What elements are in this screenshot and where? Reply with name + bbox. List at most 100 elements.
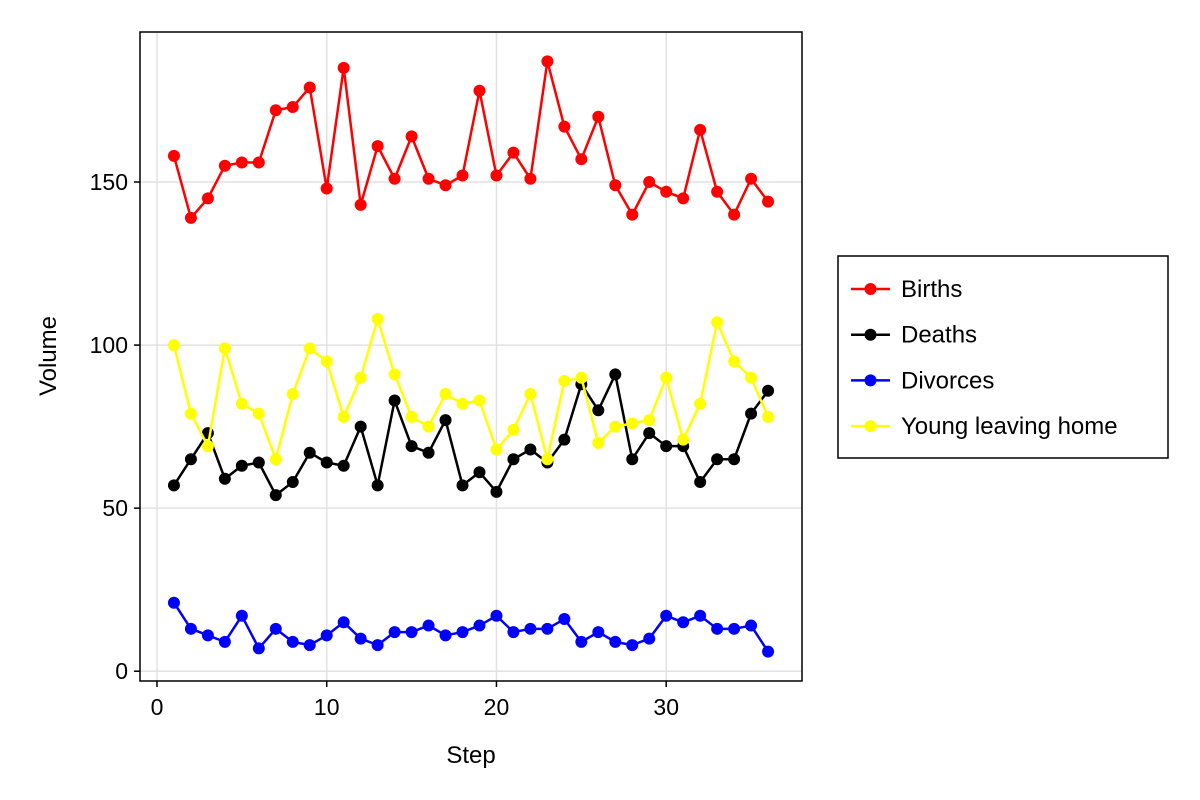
- data-point-divorces: [762, 645, 775, 658]
- data-point-young-leaving-home: [269, 453, 282, 466]
- data-point-young-leaving-home: [643, 414, 656, 427]
- data-point-births: [609, 179, 622, 192]
- data-point-divorces: [371, 639, 384, 652]
- data-point-young-leaving-home: [609, 420, 622, 433]
- data-point-divorces: [728, 622, 741, 635]
- data-point-young-leaving-home: [286, 388, 299, 401]
- data-point-deaths: [643, 427, 656, 440]
- data-point-divorces: [405, 626, 418, 639]
- data-point-young-leaving-home: [728, 355, 741, 368]
- data-point-divorces: [660, 609, 673, 622]
- data-point-divorces: [524, 622, 537, 635]
- data-point-young-leaving-home: [303, 342, 316, 355]
- y-tick-label: 150: [90, 169, 128, 195]
- data-point-deaths: [473, 466, 486, 479]
- series-layer: [167, 55, 775, 658]
- x-tick-label: 20: [484, 694, 510, 720]
- data-point-births: [762, 195, 775, 208]
- data-point-deaths: [745, 407, 758, 420]
- data-point-divorces: [745, 619, 758, 632]
- data-point-young-leaving-home: [354, 371, 367, 384]
- legend-marker: [864, 283, 877, 295]
- data-point-deaths: [184, 453, 197, 466]
- data-point-young-leaving-home: [371, 312, 384, 325]
- data-point-deaths: [762, 384, 775, 397]
- data-point-divorces: [218, 635, 231, 648]
- data-point-divorces: [558, 613, 571, 626]
- y-tick-label: 100: [90, 332, 128, 358]
- data-point-deaths: [388, 394, 401, 407]
- data-point-births: [201, 192, 214, 205]
- data-point-births: [524, 172, 537, 185]
- data-point-young-leaving-home: [660, 371, 673, 384]
- legend-marker: [864, 374, 877, 387]
- data-point-divorces: [711, 622, 724, 635]
- data-point-deaths: [422, 446, 435, 459]
- plot-frame: [139, 31, 803, 682]
- data-point-young-leaving-home: [235, 397, 248, 410]
- data-point-young-leaving-home: [201, 440, 214, 453]
- data-point-divorces: [337, 616, 350, 629]
- data-point-young-leaving-home: [524, 388, 537, 401]
- data-point-births: [167, 149, 180, 162]
- x-tick-label: 10: [314, 694, 340, 720]
- data-point-deaths: [711, 453, 724, 466]
- data-point-births: [286, 101, 299, 114]
- data-point-deaths: [320, 456, 333, 469]
- data-point-divorces: [388, 626, 401, 639]
- data-point-deaths: [337, 459, 350, 472]
- data-point-deaths: [371, 479, 384, 492]
- data-point-deaths: [592, 404, 605, 417]
- data-point-divorces: [354, 632, 367, 645]
- data-point-divorces: [592, 626, 605, 639]
- data-point-births: [218, 159, 231, 172]
- data-point-young-leaving-home: [456, 397, 469, 410]
- data-point-deaths: [507, 453, 520, 466]
- data-point-births: [473, 84, 486, 97]
- data-point-young-leaving-home: [439, 388, 452, 401]
- data-point-births: [269, 104, 282, 117]
- data-point-young-leaving-home: [388, 368, 401, 381]
- data-point-young-leaving-home: [473, 394, 486, 407]
- data-point-young-leaving-home: [626, 417, 639, 430]
- data-point-divorces: [235, 609, 248, 622]
- legend: Births Deaths Divorces Young leaving home: [837, 255, 1169, 459]
- data-point-deaths: [456, 479, 469, 492]
- data-point-deaths: [660, 440, 673, 453]
- data-point-births: [728, 208, 741, 221]
- data-point-divorces: [575, 635, 588, 648]
- data-point-births: [422, 172, 435, 185]
- data-point-deaths: [235, 459, 248, 472]
- data-point-births: [711, 185, 724, 198]
- legend-items: Births Deaths Divorces Young leaving home: [851, 276, 1118, 440]
- data-point-deaths: [252, 456, 265, 469]
- data-point-births: [320, 182, 333, 195]
- legend-label: Births: [901, 276, 962, 303]
- data-point-divorces: [694, 609, 707, 622]
- data-point-deaths: [490, 485, 503, 498]
- data-point-divorces: [286, 635, 299, 648]
- data-point-divorces: [439, 629, 452, 642]
- data-point-births: [507, 146, 520, 159]
- legend-item-young-leaving-home: Young leaving home: [851, 413, 1118, 440]
- data-point-births: [184, 211, 197, 224]
- data-point-divorces: [507, 626, 520, 639]
- data-point-deaths: [524, 443, 537, 456]
- y-axis-label: Volume: [35, 316, 62, 396]
- data-point-young-leaving-home: [558, 374, 571, 387]
- data-point-births: [643, 176, 656, 189]
- data-point-divorces: [320, 629, 333, 642]
- data-point-births: [405, 130, 418, 143]
- data-point-young-leaving-home: [218, 342, 231, 355]
- data-point-young-leaving-home: [405, 410, 418, 423]
- data-point-deaths: [558, 433, 571, 446]
- data-point-births: [490, 169, 503, 182]
- data-point-young-leaving-home: [762, 410, 775, 423]
- data-point-divorces: [184, 622, 197, 635]
- data-point-deaths: [167, 479, 180, 492]
- axes: 0 10 20 30 0 50 100 150: [90, 169, 679, 720]
- data-point-divorces: [609, 635, 622, 648]
- data-point-young-leaving-home: [184, 407, 197, 420]
- x-tick-label: 0: [151, 694, 164, 720]
